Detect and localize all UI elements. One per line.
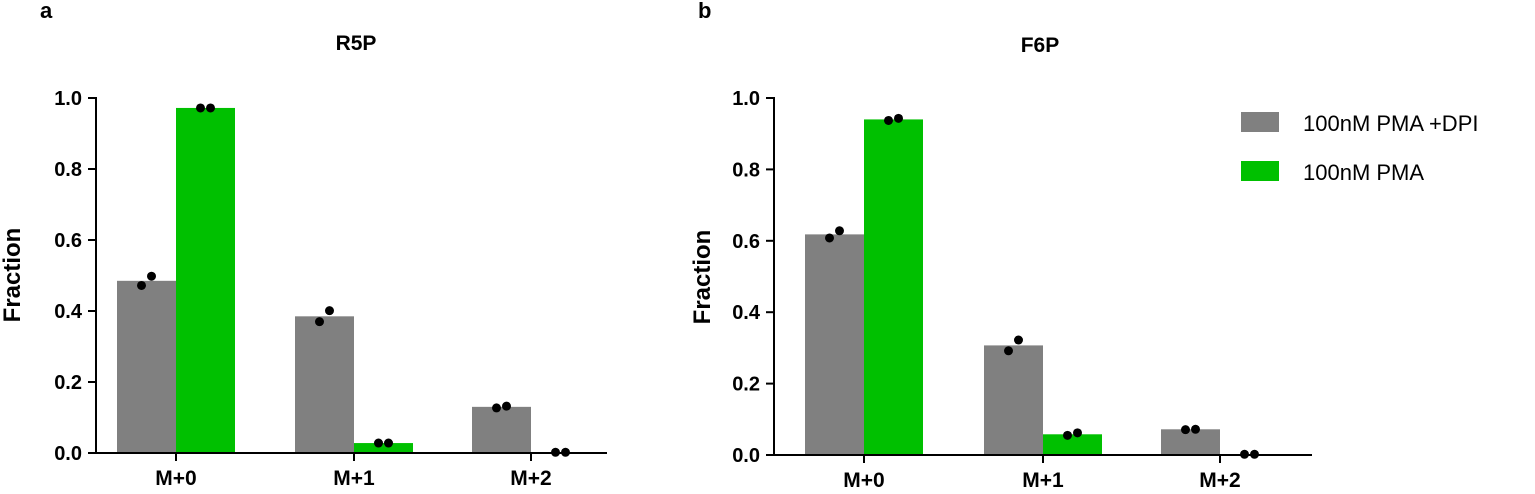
data-point — [1014, 335, 1023, 345]
x-tick-label: M+0 — [155, 467, 196, 490]
x-tick-label: M+1 — [333, 467, 375, 490]
data-point — [1181, 425, 1190, 435]
bar — [176, 107, 235, 453]
y-tick-label: 0.8 — [54, 159, 82, 181]
data-point — [1063, 430, 1072, 440]
x-tick-label: M+0 — [843, 469, 884, 492]
data-point — [1191, 424, 1200, 434]
chart-title: F6P — [1021, 34, 1060, 57]
y-tick-label: 0.6 — [54, 230, 82, 252]
data-point — [825, 233, 834, 243]
bar — [1161, 429, 1220, 455]
data-point — [492, 403, 501, 413]
y-tick-label: 0.2 — [54, 372, 82, 394]
y-tick-label: 0.8 — [732, 159, 760, 181]
data-point — [1073, 428, 1082, 438]
legend-swatch-pma — [1241, 161, 1279, 181]
data-point — [137, 280, 146, 290]
legend-label: 100nM PMA +DPI — [1303, 111, 1478, 136]
y-axis-title: Fraction — [689, 230, 716, 325]
y-tick-label: 0.4 — [732, 302, 761, 324]
bar — [295, 316, 354, 453]
data-point — [374, 438, 383, 448]
data-point — [894, 113, 903, 123]
x-tick-label: M+1 — [1022, 469, 1064, 492]
data-point — [1004, 346, 1013, 356]
y-tick-label: 1.0 — [732, 88, 760, 110]
data-point — [315, 317, 324, 327]
y-tick-label: 1.0 — [54, 88, 82, 110]
y-tick-label: 0.0 — [732, 445, 760, 467]
chart-f6p: b F6P Fraction 0.0 0.2 0.4 0.6 0.8 1.0 M+0 M+1 M… — [689, 0, 1312, 492]
panel-letter-b: b — [698, 0, 711, 23]
data-point — [325, 306, 334, 316]
y-tick-label: 0.4 — [54, 301, 83, 323]
data-point — [384, 438, 393, 448]
legend-label: 100nM PMA — [1303, 160, 1424, 185]
chart-title: R5P — [336, 32, 377, 55]
bar — [864, 119, 923, 456]
data-point — [196, 103, 205, 113]
bar — [984, 345, 1043, 455]
bar — [805, 234, 864, 455]
x-tick-label: M+2 — [1199, 469, 1240, 492]
chart-r5p: a R5P Fraction 0.0 0.2 0.4 0.6 0.8 1.0 M+0 M+1 M… — [0, 0, 607, 490]
data-point — [147, 271, 156, 281]
y-tick-label: 0.2 — [732, 374, 760, 396]
y-tick-label: 0.6 — [732, 231, 760, 253]
data-point — [835, 226, 844, 236]
bar — [117, 280, 176, 453]
bar — [354, 443, 413, 453]
panel-letter-a: a — [40, 0, 53, 23]
data-point — [206, 103, 215, 113]
bar — [472, 406, 531, 453]
bar — [1043, 434, 1102, 455]
legend: 100nM PMA +DPI 100nM PMA — [1241, 111, 1478, 185]
legend-swatch-dpi — [1241, 112, 1279, 132]
y-tick-label: 0.0 — [54, 443, 82, 465]
data-point — [884, 115, 893, 125]
x-tick-label: M+2 — [510, 467, 551, 490]
data-point — [502, 401, 511, 411]
y-axis-title: Fraction — [0, 228, 26, 323]
